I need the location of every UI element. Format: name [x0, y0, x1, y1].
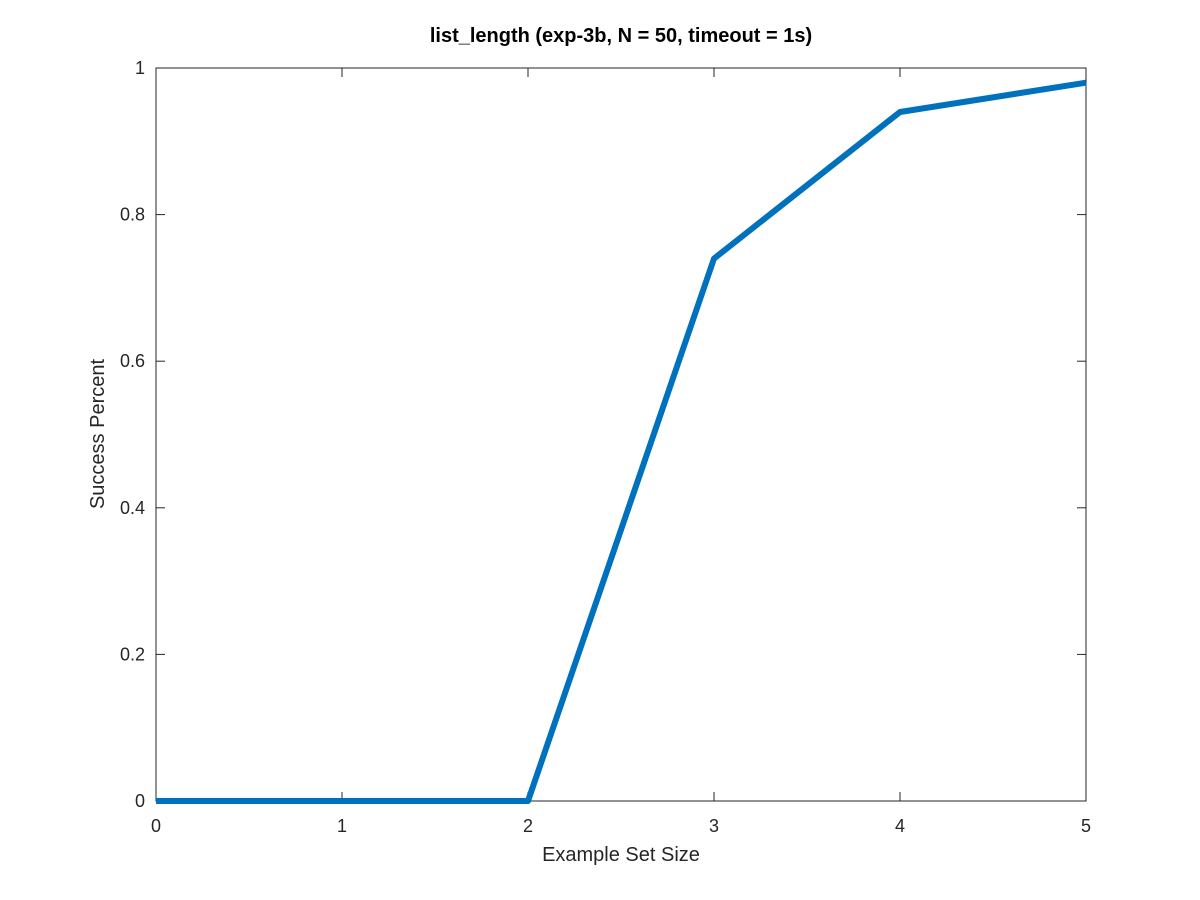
x-tick-label: 0	[151, 816, 161, 836]
series-line	[156, 79, 1087, 804]
y-tick-label: 0	[135, 791, 145, 811]
x-tick-label: 1	[337, 816, 347, 836]
x-tick-label: 5	[1081, 816, 1091, 836]
y-tick-label: 0.8	[120, 205, 145, 225]
y-tick-label: 0.4	[120, 498, 145, 518]
chart-title: list_length (exp-3b, N = 50, timeout = 1…	[430, 25, 812, 47]
x-axis-label: Example Set Size	[542, 844, 700, 866]
plot-area	[155, 67, 1087, 802]
x-tick-label: 2	[523, 816, 533, 836]
x-tick-label: 3	[709, 816, 719, 836]
y-axis-label: Success Percent	[87, 359, 109, 510]
x-tick-label: 4	[895, 816, 905, 836]
y-tick-label: 1	[135, 58, 145, 78]
series-layer	[156, 79, 1087, 804]
y-axis: 0 0.2 0.4 0.6 0.8 1	[120, 58, 1086, 811]
y-tick-label: 0.6	[120, 351, 145, 371]
y-tick-label: 0.2	[120, 644, 145, 664]
